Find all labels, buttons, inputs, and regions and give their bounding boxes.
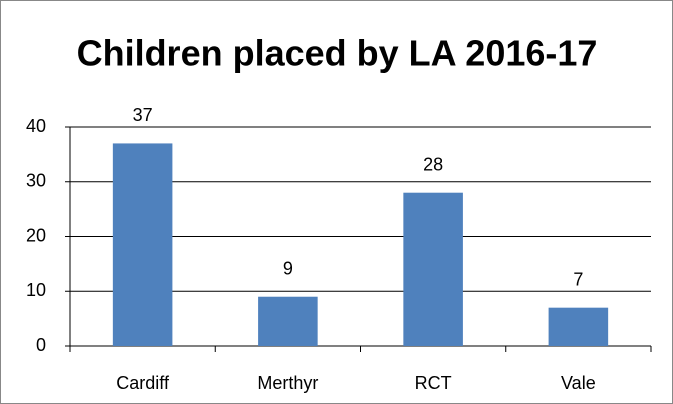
y-tick-label: 20 xyxy=(26,225,46,245)
data-label: 7 xyxy=(573,269,583,289)
y-tick-label: 0 xyxy=(36,335,46,355)
bar xyxy=(548,307,609,346)
y-tick-label: 10 xyxy=(26,280,46,300)
x-tick-label: RCT xyxy=(415,373,452,393)
bar xyxy=(258,296,318,346)
bar xyxy=(403,192,463,346)
bar xyxy=(112,143,173,346)
x-tick-label: Merthyr xyxy=(257,373,318,393)
y-tick-label: 40 xyxy=(26,116,46,136)
chart-title: Children placed by LA 2016-17 xyxy=(77,33,598,74)
y-tick-label: 30 xyxy=(26,171,46,191)
data-label: 37 xyxy=(133,105,153,125)
data-label: 9 xyxy=(283,258,293,278)
x-tick-label: Cardiff xyxy=(116,373,170,393)
data-label: 28 xyxy=(423,154,443,174)
x-tick-label: Vale xyxy=(561,373,596,393)
